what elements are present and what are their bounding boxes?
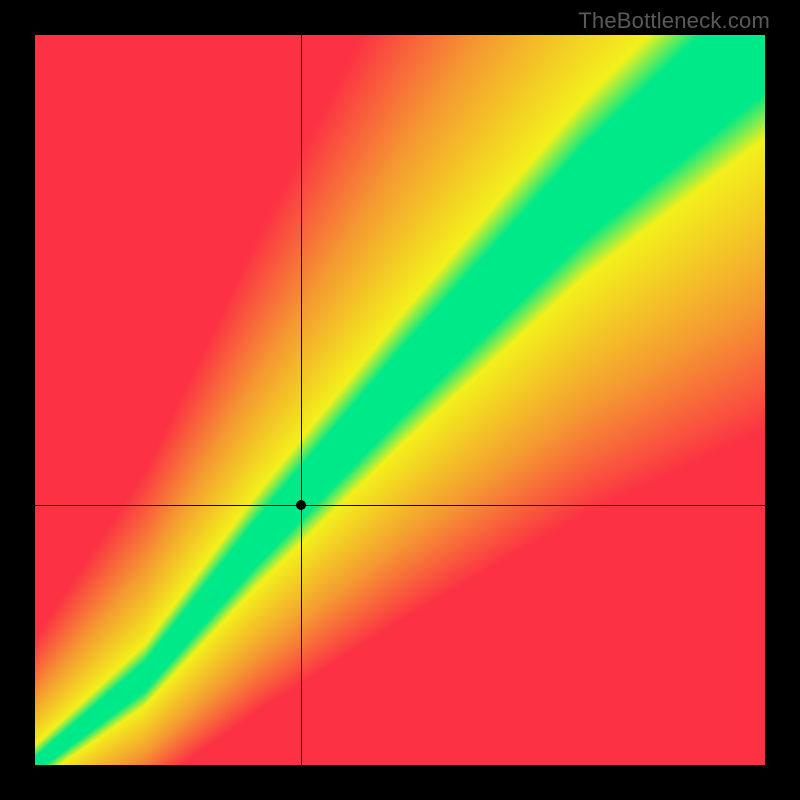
marker-dot	[296, 500, 306, 510]
watermark-text: TheBottleneck.com	[578, 8, 770, 34]
crosshair-horizontal	[35, 505, 765, 506]
crosshair-vertical	[301, 35, 302, 765]
heatmap-canvas	[35, 35, 765, 765]
plot-area	[35, 35, 765, 765]
